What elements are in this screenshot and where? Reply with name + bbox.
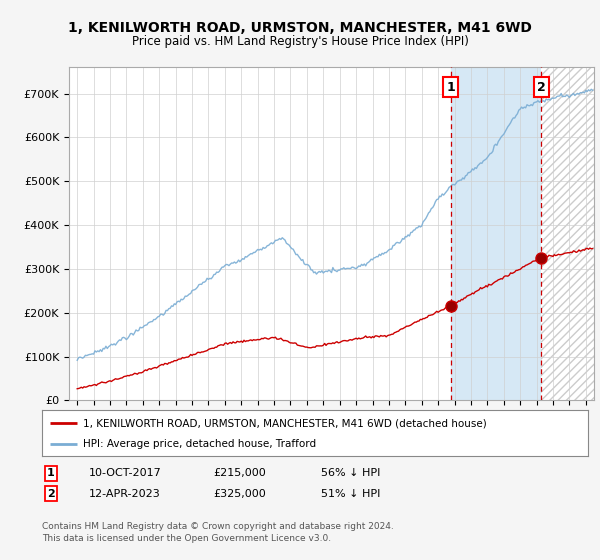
Text: 10-OCT-2017: 10-OCT-2017 bbox=[89, 468, 161, 478]
Text: HPI: Average price, detached house, Trafford: HPI: Average price, detached house, Traf… bbox=[83, 440, 316, 450]
Text: Contains HM Land Registry data © Crown copyright and database right 2024.
This d: Contains HM Land Registry data © Crown c… bbox=[42, 522, 394, 543]
Text: 51% ↓ HPI: 51% ↓ HPI bbox=[321, 489, 380, 499]
Text: £215,000: £215,000 bbox=[213, 468, 266, 478]
Text: 12-APR-2023: 12-APR-2023 bbox=[89, 489, 161, 499]
Text: 56% ↓ HPI: 56% ↓ HPI bbox=[321, 468, 380, 478]
Text: Price paid vs. HM Land Registry's House Price Index (HPI): Price paid vs. HM Land Registry's House … bbox=[131, 35, 469, 48]
Bar bbox=[451, 67, 541, 400]
Text: 2: 2 bbox=[47, 489, 55, 499]
Text: £325,000: £325,000 bbox=[213, 489, 266, 499]
Text: 1: 1 bbox=[47, 468, 55, 478]
Text: 1, KENILWORTH ROAD, URMSTON, MANCHESTER, M41 6WD: 1, KENILWORTH ROAD, URMSTON, MANCHESTER,… bbox=[68, 21, 532, 35]
Text: 1, KENILWORTH ROAD, URMSTON, MANCHESTER, M41 6WD (detached house): 1, KENILWORTH ROAD, URMSTON, MANCHESTER,… bbox=[83, 418, 487, 428]
Bar bbox=[541, 67, 594, 400]
Text: 1: 1 bbox=[446, 81, 455, 94]
Bar bbox=[541, 67, 594, 400]
Text: 2: 2 bbox=[537, 81, 545, 94]
